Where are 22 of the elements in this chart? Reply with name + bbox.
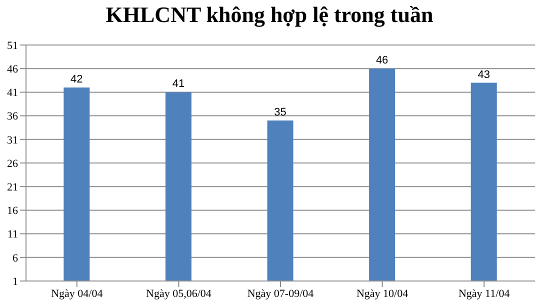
y-tick-label: 26 — [7, 158, 18, 170]
y-tick-label: 51 — [7, 40, 18, 52]
data-label: 46 — [376, 54, 388, 67]
y-tick-label: 41 — [7, 87, 18, 100]
x-tick-label: Ngày 11/04 — [458, 288, 510, 300]
data-label: 35 — [274, 106, 286, 119]
y-tick-label: 6 — [12, 252, 18, 264]
data-label: 41 — [172, 78, 185, 90]
y-tick-label: 36 — [7, 110, 18, 123]
x-tick-label: Ngày 04/04 — [51, 288, 104, 300]
y-tick-label: 16 — [7, 205, 18, 218]
y-tick-label: 11 — [7, 228, 18, 241]
y-tick-label: 31 — [7, 134, 18, 146]
y-tick-label: 46 — [7, 64, 18, 76]
y-tick-label: 1 — [12, 276, 18, 288]
y-tick-label: 21 — [7, 182, 18, 194]
x-tick-label: Ngày 10/04 — [356, 288, 409, 300]
data-label: 42 — [70, 73, 83, 86]
chart-title: KHLCNT không hợp lệ trong tuần — [104, 2, 434, 28]
x-tick-label: Ngày 07-09/04 — [247, 288, 314, 300]
data-label: 43 — [478, 68, 490, 81]
x-tick-label: Ngày 05,06/04 — [146, 288, 212, 300]
